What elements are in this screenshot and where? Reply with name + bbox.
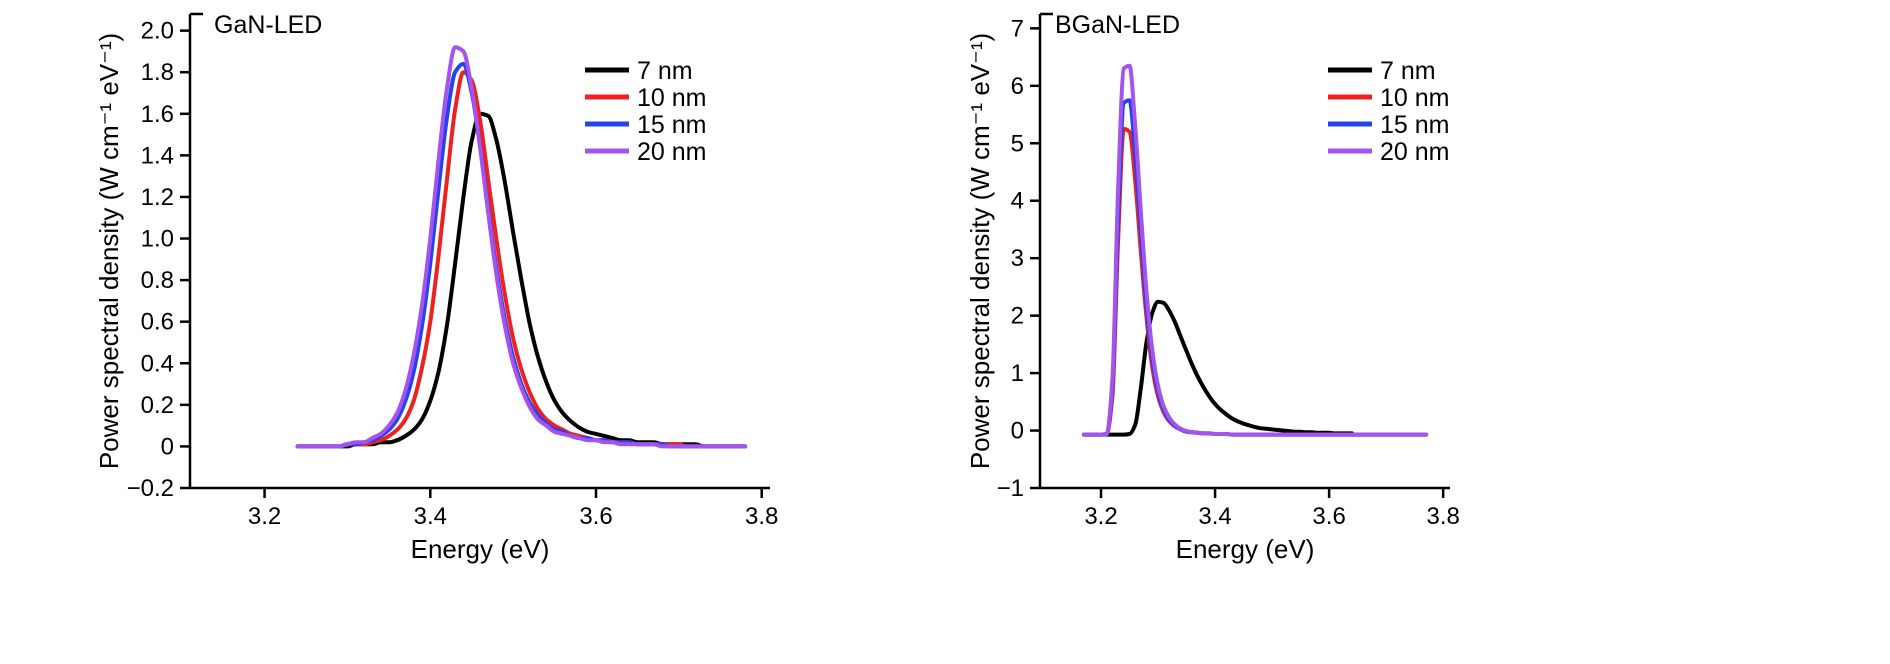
- legend-item-7nm: 7 nm: [1328, 57, 1436, 85]
- chart-gan-led: 2.0 1.8 1.6 1.4 1.2 1.0 0.8 0.6 0.4 0.2 0 −0.2 3.2 3.…: [94, 11, 778, 564]
- legend-item-15nm: 15 nm: [1328, 111, 1449, 139]
- x-tick-label: 3.2: [248, 503, 281, 530]
- y-tick-label: 7: [1011, 15, 1024, 42]
- chart-svg: 2.0 1.8 1.6 1.4 1.2 1.0 0.8 0.6 0.4 0.2 0 −0.2 3.2 3.…: [94, 11, 778, 564]
- plot-title: GaN-LED: [214, 11, 322, 39]
- y-tick-label: 5: [1011, 130, 1024, 157]
- x-axis-label: Energy (eV): [1176, 534, 1315, 564]
- legend-label: 7 nm: [1380, 57, 1436, 85]
- y-tick-label: 2.0: [141, 18, 174, 45]
- legend-item-10nm: 10 nm: [1328, 84, 1449, 112]
- axes: [1030, 12, 1450, 498]
- y-tick-label: 1.4: [141, 142, 174, 169]
- legend-label: 20 nm: [1380, 138, 1449, 166]
- y-axis-label: Power spectral density (W cm⁻¹ eV⁻¹): [965, 33, 995, 469]
- legend-label: 10 nm: [1380, 84, 1449, 112]
- chart-svg: 7 6 5 4 3 2 1 0 −1 3.2 3.4 3.6 3.8 Energy (eV) Power s…: [965, 11, 1460, 564]
- legend-label: 10 nm: [637, 84, 706, 112]
- legend-item-10nm: 10 nm: [585, 84, 706, 112]
- x-tick-label: 3.2: [1084, 503, 1117, 530]
- x-tick-label: 3.4: [414, 503, 447, 530]
- series-line-7nm: [1081, 299, 1354, 437]
- plot-title: BGaN-LED: [1055, 11, 1180, 39]
- legend-item-20nm: 20 nm: [585, 138, 706, 166]
- legend-item-20nm: 20 nm: [1328, 138, 1449, 166]
- series-line-20nm: [1081, 63, 1429, 437]
- x-tick-label: 3.8: [1426, 503, 1459, 530]
- legend-label: 15 nm: [637, 111, 706, 139]
- y-tick-label: 0.2: [141, 392, 174, 419]
- y-tick-label: 4: [1011, 188, 1024, 215]
- y-tick-label: −0.2: [127, 475, 174, 502]
- x-tick-label: 3.4: [1198, 503, 1231, 530]
- legend-item-7nm: 7 nm: [585, 57, 693, 85]
- legend-label: 15 nm: [1380, 111, 1449, 139]
- y-tick-label: 0.6: [141, 309, 174, 336]
- chart-bgan-led: 7 6 5 4 3 2 1 0 −1 3.2 3.4 3.6 3.8 Energy (eV) Power s…: [945, 0, 1890, 664]
- y-tick-label: 1.6: [141, 101, 174, 128]
- y-tick-label: 3: [1011, 245, 1024, 272]
- y-axis-label: Power spectral density (W cm⁻¹ eV⁻¹): [94, 33, 124, 469]
- x-axis-label: Energy (eV): [411, 534, 550, 564]
- legend-label: 20 nm: [637, 138, 706, 166]
- y-tick-label: 6: [1011, 73, 1024, 100]
- legend-item-15nm: 15 nm: [585, 111, 706, 139]
- x-tick-label: 3.6: [1312, 503, 1345, 530]
- y-tick-label: 0: [161, 433, 174, 460]
- y-tick-label: 0: [1011, 418, 1024, 445]
- y-tick-label: 1.2: [141, 184, 174, 211]
- y-tick-label: 1.8: [141, 59, 174, 86]
- legend-label: 7 nm: [637, 57, 693, 85]
- y-tick-label: 1: [1011, 360, 1024, 387]
- y-tick-label: 1.0: [141, 226, 174, 253]
- axes: [180, 12, 770, 498]
- y-tick-label: 0.4: [141, 350, 174, 377]
- y-tick-label: 2: [1011, 303, 1024, 330]
- series-line-10nm: [295, 70, 748, 449]
- y-tick-label: 0.8: [141, 267, 174, 294]
- series-line-20nm: [295, 45, 748, 449]
- x-tick-label: 3.6: [579, 503, 612, 530]
- x-tick-label: 3.8: [745, 503, 778, 530]
- y-tick-label: −1: [997, 475, 1024, 502]
